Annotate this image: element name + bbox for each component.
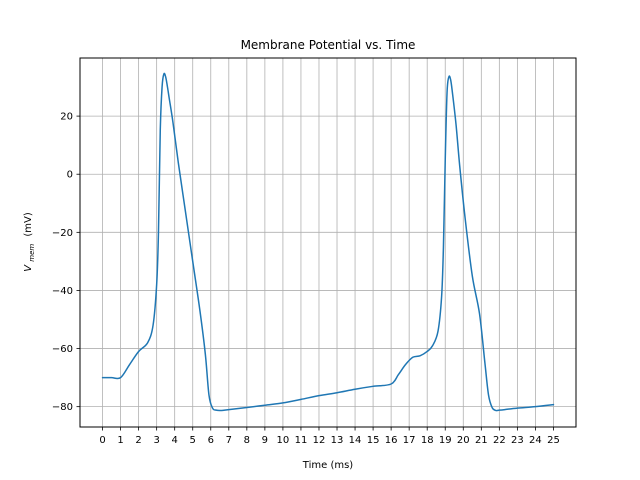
x-tick-label: 1: [117, 435, 123, 446]
x-tick-label: 13: [331, 435, 344, 446]
x-tick-label: 16: [385, 435, 398, 446]
x-tick-label: 15: [367, 435, 380, 446]
plot-frame: [79, 57, 577, 428]
x-tick-label: 8: [244, 435, 250, 446]
x-tick-label: 21: [475, 435, 488, 446]
x-axis-ticks: 0 1 2 3 4 5 6 7 8 9 10 11 12 13 14 15 16 17 18 19 20 21 22 23 24…: [99, 427, 560, 446]
plot-area: [80, 58, 576, 427]
x-tick-label: 2: [135, 435, 141, 446]
x-tick-label: 3: [153, 435, 159, 446]
x-tick-label: 7: [226, 435, 232, 446]
x-tick-label: 9: [262, 435, 268, 446]
y-tick-label: −40: [52, 286, 73, 297]
x-tick-label: 0: [99, 435, 105, 446]
x-tick-label: 11: [295, 435, 308, 446]
y-tick-label: −60: [52, 344, 73, 355]
y-axis-title-unit: (mV): [23, 212, 34, 236]
chart-title: Membrane Potential vs. Time: [241, 38, 416, 52]
x-axis-title: Time (ms): [302, 460, 354, 471]
y-tick-label: −80: [52, 402, 73, 413]
grid: [80, 58, 576, 427]
x-tick-label: 17: [403, 435, 416, 446]
x-tick-label: 22: [493, 435, 506, 446]
y-tick-label: 20: [60, 112, 73, 123]
x-tick-label: 25: [547, 435, 560, 446]
x-tick-label: 24: [529, 435, 542, 446]
x-tick-label: 12: [313, 435, 326, 446]
x-tick-label: 4: [172, 435, 178, 446]
x-tick-label: 14: [349, 435, 362, 446]
y-tick-label: 0: [67, 170, 73, 181]
y-tick-label: −20: [52, 228, 73, 239]
series-line: [101, 72, 555, 412]
y-axis-title-subscript: mem: [28, 244, 36, 262]
y-axis-title-symbol: V: [23, 264, 34, 272]
y-axis-title: V mem (mV): [23, 212, 37, 272]
x-tick-label: 6: [208, 435, 214, 446]
x-tick-label: 19: [439, 435, 452, 446]
x-tick-label: 23: [511, 435, 524, 446]
x-tick-label: 5: [190, 435, 196, 446]
x-tick-label: 18: [421, 435, 434, 446]
y-axis-ticks: −80 −60 −40 −20 0 20: [52, 112, 80, 413]
x-tick-label: 10: [277, 435, 290, 446]
x-tick-label: 20: [457, 435, 470, 446]
